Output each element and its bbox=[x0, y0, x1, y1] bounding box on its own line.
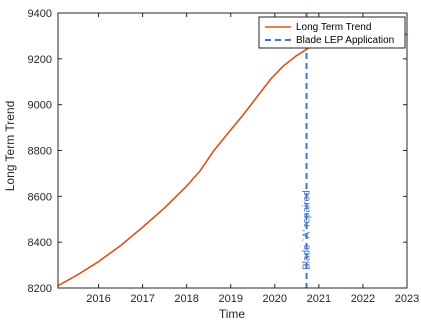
x-tick-label: 2016 bbox=[86, 293, 110, 305]
y-tick-label: 9000 bbox=[28, 100, 52, 112]
x-tick-label: 2017 bbox=[130, 293, 154, 305]
x-tick-label: 2023 bbox=[395, 293, 419, 305]
y-tick-label: 8400 bbox=[28, 237, 52, 249]
x-tick-label: 2022 bbox=[351, 293, 375, 305]
legend-box bbox=[258, 16, 406, 49]
y-tick-label: 9200 bbox=[28, 54, 52, 66]
blade-repaired-annotation: Blade `A' repaired bbox=[301, 190, 313, 270]
long-term-trend-line bbox=[57, 47, 309, 287]
y-tick-label: 8600 bbox=[28, 191, 52, 203]
x-tick-label: 2019 bbox=[218, 293, 242, 305]
x-tick-label: 2021 bbox=[307, 293, 331, 305]
x-tick-label: 2020 bbox=[263, 293, 287, 305]
x-tick-label: 2018 bbox=[174, 293, 198, 305]
y-axis-label: Long Term Trend bbox=[3, 101, 17, 192]
y-tick-label: 8200 bbox=[28, 283, 52, 295]
y-tick-label: 9400 bbox=[28, 8, 52, 20]
legend-lep-label: Blade LEP Application bbox=[296, 35, 394, 46]
x-axis-label: Time bbox=[219, 307, 246, 321]
y-tick-label: 8800 bbox=[28, 146, 52, 158]
legend-trend-label: Long Term Trend bbox=[296, 22, 371, 33]
